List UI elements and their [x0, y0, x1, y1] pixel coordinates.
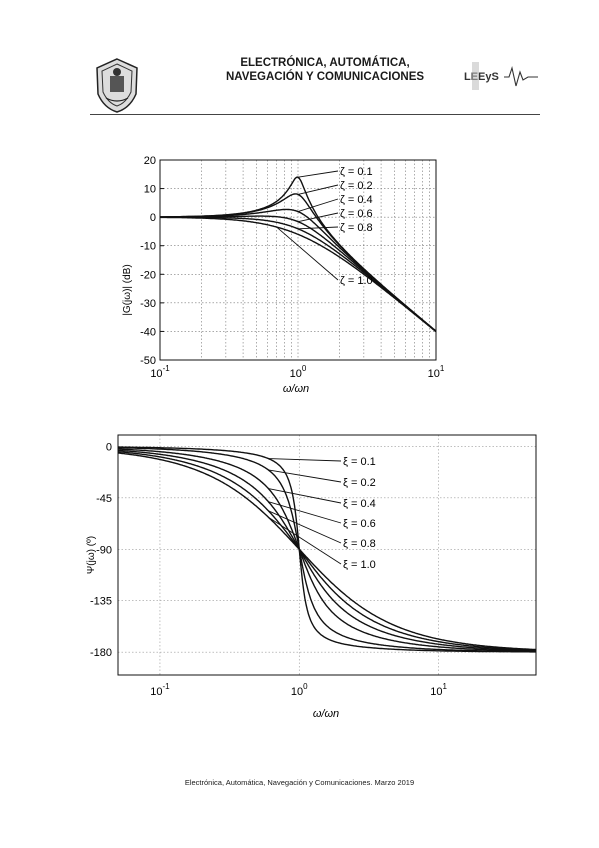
series-leader-line [268, 516, 342, 565]
y-tick-label: -20 [140, 269, 156, 281]
series-label: ξ = 1.0 [343, 559, 376, 571]
y-tick-label: -90 [96, 544, 112, 556]
lab-logo-text: LEEyS [464, 71, 499, 83]
y-tick-label: -30 [140, 298, 156, 310]
institution-title-line1: ELECTRÓNICA, AUTOMÁTICA, [240, 57, 410, 69]
series-leader-line [297, 170, 339, 178]
lab-logo-icon: LEEyS [464, 62, 538, 90]
phase-plot: 0 -45 -90 -135 -180 10-1 100 101 ξ = 0.1 ξ = 0.2 ξ… [90, 434, 537, 698]
series-label: ξ = 0.2 [343, 477, 376, 489]
series-line [118, 448, 536, 652]
series-leader-line [268, 488, 342, 504]
page-header: ELECTRÓNICA, AUTOMÁTICA, NAVEGACIÓN Y CO… [0, 0, 599, 120]
series-label: ζ = 0.2 [340, 180, 373, 192]
series-label: ζ = 1.0 [340, 275, 373, 287]
series-leader-line [268, 501, 342, 524]
series-label: ζ = 0.6 [340, 208, 373, 220]
mag-ylabel: |G(jω)| (dB) [122, 264, 133, 315]
series-leader-line [268, 469, 342, 483]
series-label: ξ = 0.4 [343, 498, 376, 510]
y-tick-label: -40 [140, 326, 156, 338]
page-footer: Electrónica, Automática, Navegación y Co… [184, 778, 415, 787]
y-tick-label: 10 [144, 184, 156, 196]
y-tick-label: 20 [144, 155, 156, 167]
institution-title-line2: NAVEGACIÓN Y COMUNICACIONES [225, 71, 425, 83]
series-label: ξ = 0.6 [343, 518, 376, 530]
series-leader-line [297, 184, 339, 195]
phase-xlabel: ω/ωn [313, 708, 339, 720]
series-line [117, 447, 536, 653]
series-leader-line [297, 198, 339, 213]
series-line [118, 449, 537, 652]
series-label: ζ = 0.1 [340, 166, 373, 178]
x-tick-label: 10-1 [150, 364, 170, 380]
y-tick-label: -10 [140, 241, 156, 253]
mag-xlabel: ω/ωn [283, 383, 309, 395]
y-tick-label: -135 [90, 596, 112, 608]
y-tick-label: 0 [106, 441, 112, 453]
plot-frame [159, 159, 437, 361]
plot-frame [117, 434, 537, 676]
header-divider [90, 114, 540, 115]
phase-ylabel: Ψ(jω) (º) [86, 536, 97, 574]
series-leader-line [297, 212, 339, 223]
series-line [160, 216, 437, 333]
x-tick-label: 10-1 [150, 682, 170, 698]
phase-chart: Ψ(jω) (º) ω/ωn 0 -45 -90 -135 -180 10-1 100 101… [86, 434, 537, 720]
series-line [117, 451, 536, 651]
series-label: ζ = 0.8 [340, 222, 373, 234]
x-tick-label: 100 [291, 682, 308, 698]
x-tick-label: 101 [430, 682, 447, 698]
y-tick-label: -45 [96, 493, 112, 505]
y-tick-label: 0 [150, 212, 156, 224]
university-crest-icon [96, 58, 138, 113]
y-tick-label: -50 [140, 355, 156, 367]
x-tick-label: 101 [428, 364, 445, 380]
series-label: ζ = 0.4 [340, 194, 373, 206]
series-leader-line [268, 510, 342, 544]
series-label: ξ = 0.8 [343, 538, 376, 550]
magnitude-chart: |G(jω)| (dB) ω/ωn 20100-10-20-30-40-5010… [122, 155, 445, 395]
x-tick-label: 100 [290, 364, 307, 380]
series-line [118, 446, 536, 653]
series-label: ξ = 0.1 [343, 456, 376, 468]
series-leader-line [297, 226, 339, 230]
series-leader-line [268, 458, 342, 462]
series-leader-line [276, 226, 339, 281]
series-line [117, 452, 536, 651]
institution-title: ELECTRÓNICA, AUTOMÁTICA, NAVEGACIÓN Y CO… [200, 56, 450, 84]
y-tick-label: -180 [90, 647, 112, 659]
